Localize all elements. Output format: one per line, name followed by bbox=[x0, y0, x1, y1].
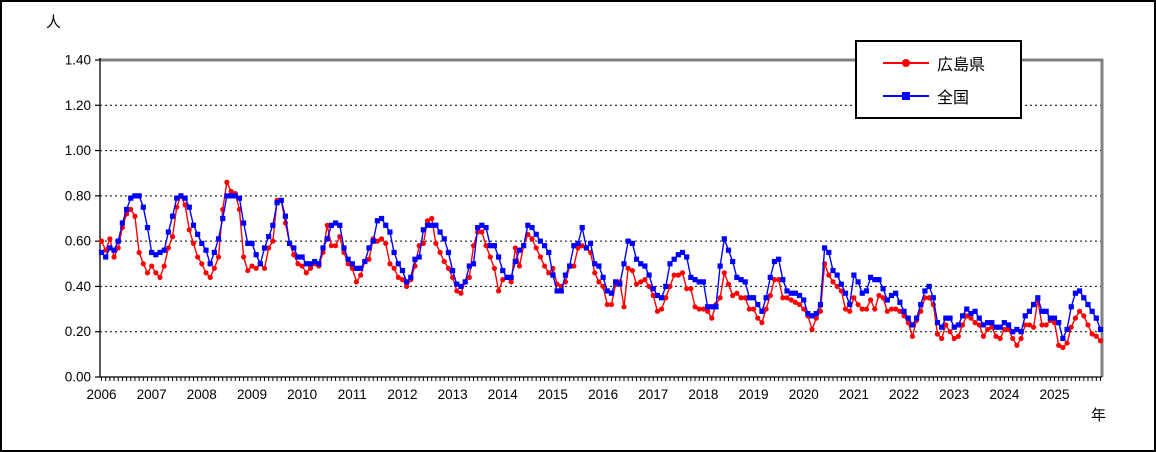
series-line-hiroshima bbox=[100, 179, 1102, 349]
legend-label-national: 全国 bbox=[937, 90, 970, 107]
x-axis-unit-label: 年 bbox=[1091, 407, 1107, 424]
x-tick-label: 2012 bbox=[387, 387, 417, 402]
y-tick-label: 1.20 bbox=[65, 98, 91, 113]
x-tick-label: 2016 bbox=[588, 387, 618, 402]
x-tick-label: 2008 bbox=[187, 387, 217, 402]
y-axis-unit-label: 人 bbox=[46, 14, 62, 31]
x-tick-label: 2006 bbox=[86, 387, 116, 402]
x-tick-label: 2007 bbox=[137, 387, 167, 402]
legend-marker-hiroshima-circle bbox=[883, 59, 929, 67]
legend-label-hiroshima: 広島県 bbox=[937, 57, 986, 74]
x-tick-label: 2020 bbox=[789, 387, 819, 402]
x-tick-label: 2009 bbox=[237, 387, 267, 402]
x-tick-label: 2023 bbox=[939, 387, 969, 402]
y-tick-label: 0.80 bbox=[65, 188, 91, 203]
legend-item-hiroshima: 広島県 bbox=[857, 51, 1020, 75]
y-tick-label: 1.00 bbox=[65, 143, 91, 158]
x-tick-label: 2015 bbox=[538, 387, 568, 402]
x-tick-label: 2021 bbox=[839, 387, 869, 402]
x-tick-label: 2014 bbox=[488, 387, 519, 402]
x-tick-label: 2019 bbox=[739, 387, 769, 402]
y-tick-label: 1.40 bbox=[65, 53, 91, 68]
y-tick-label: 0.60 bbox=[65, 234, 91, 249]
x-tick-label: 2013 bbox=[438, 387, 468, 402]
y-tick-label: 0.40 bbox=[65, 279, 91, 294]
legend-box: 広島県 全国 bbox=[855, 40, 1022, 119]
x-tick-label: 2018 bbox=[688, 387, 718, 402]
legend-marker-national-square bbox=[883, 92, 929, 100]
x-tick-label: 2025 bbox=[1039, 387, 1069, 402]
x-tick-label: 2022 bbox=[889, 387, 919, 402]
x-tick-label: 2010 bbox=[287, 387, 317, 402]
x-tick-label: 2011 bbox=[338, 387, 367, 402]
y-tick-label: 0.00 bbox=[65, 370, 91, 385]
x-tick-label: 2024 bbox=[989, 387, 1020, 402]
legend-item-national: 全国 bbox=[857, 84, 1020, 108]
x-tick-label: 2017 bbox=[638, 387, 668, 402]
y-tick-label: 0.20 bbox=[65, 324, 91, 339]
